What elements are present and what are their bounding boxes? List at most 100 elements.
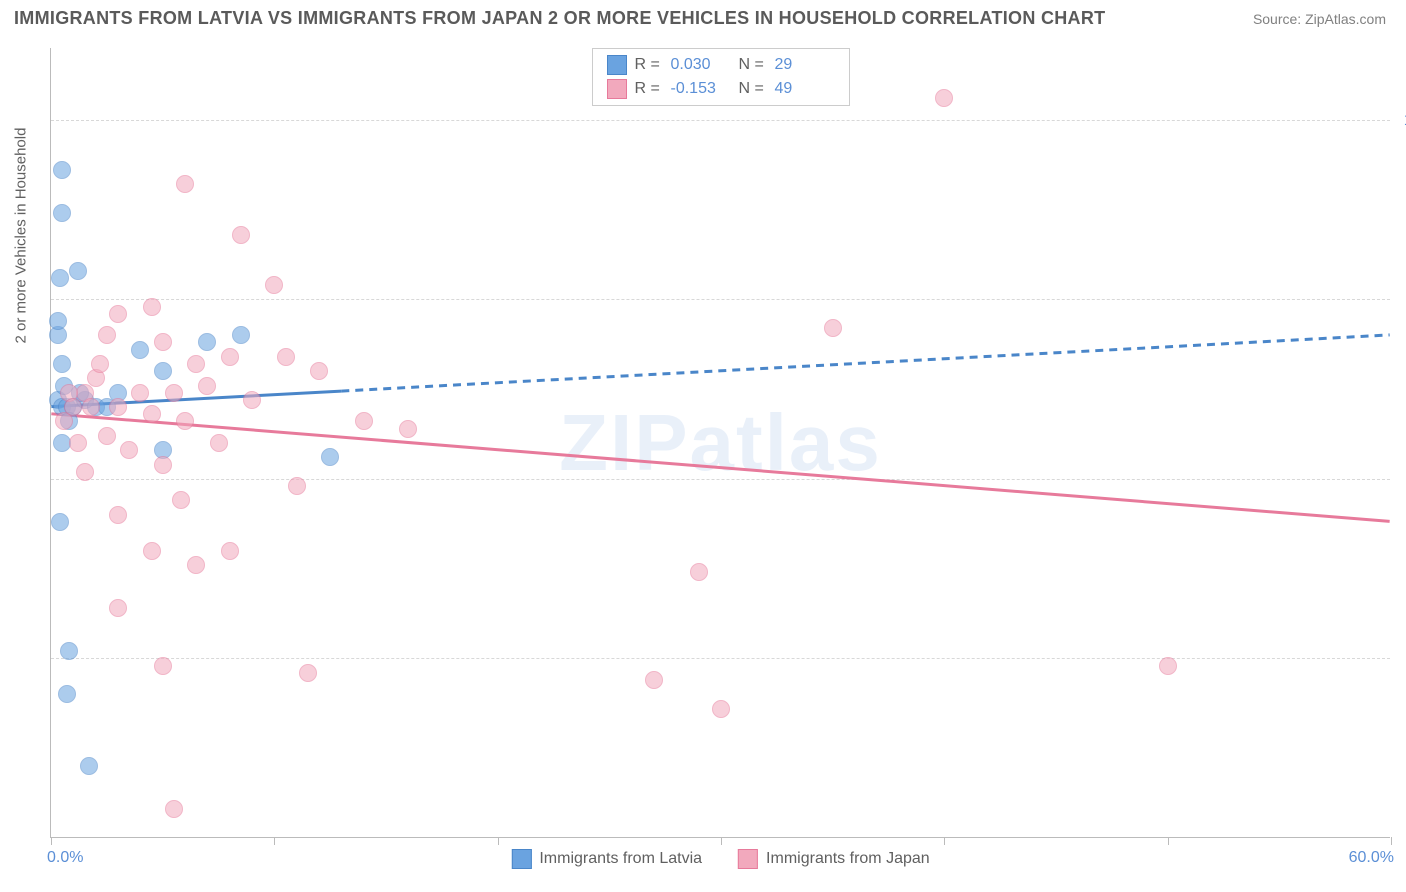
- gridline-h: 75.0%: [51, 299, 1390, 300]
- scatter-point: [321, 448, 339, 466]
- scatter-point: [187, 556, 205, 574]
- legend-series: Immigrants from Latvia Immigrants from J…: [511, 849, 929, 869]
- legend-label-japan: Immigrants from Japan: [766, 850, 930, 868]
- chart-title: IMMIGRANTS FROM LATVIA VS IMMIGRANTS FRO…: [14, 8, 1105, 29]
- legend-stats-row-latvia: R = 0.030 N = 29: [607, 53, 835, 77]
- scatter-point: [198, 333, 216, 351]
- n-value-japan: 49: [775, 80, 835, 98]
- scatter-point: [98, 326, 116, 344]
- x-tick: [944, 837, 945, 845]
- y-tick-label: 50.0%: [1398, 471, 1406, 489]
- source-attribution: Source: ZipAtlas.com: [1253, 11, 1386, 27]
- legend-label-latvia: Immigrants from Latvia: [539, 850, 702, 868]
- x-tick: [51, 837, 52, 845]
- gridline-h: 100.0%: [51, 120, 1390, 121]
- n-value-latvia: 29: [775, 56, 835, 74]
- scatter-point: [232, 226, 250, 244]
- y-tick-label: 25.0%: [1398, 650, 1406, 668]
- scatter-point: [277, 348, 295, 366]
- scatter-point: [143, 298, 161, 316]
- scatter-point: [165, 800, 183, 818]
- scatter-point: [690, 563, 708, 581]
- x-axis-min-label: 0.0%: [47, 849, 83, 867]
- x-tick: [1168, 837, 1169, 845]
- x-tick: [274, 837, 275, 845]
- r-label: R =: [635, 56, 663, 74]
- scatter-point: [1159, 657, 1177, 675]
- scatter-point: [109, 398, 127, 416]
- scatter-point: [55, 412, 73, 430]
- x-tick: [498, 837, 499, 845]
- legend-stats: R = 0.030 N = 29 R = -0.153 N = 49: [592, 48, 850, 106]
- scatter-point: [299, 664, 317, 682]
- scatter-point: [51, 513, 69, 531]
- scatter-point: [143, 405, 161, 423]
- scatter-point: [165, 384, 183, 402]
- scatter-point: [824, 319, 842, 337]
- scatter-point: [76, 463, 94, 481]
- swatch-latvia: [511, 849, 531, 869]
- x-axis-max-label: 60.0%: [1349, 849, 1394, 867]
- swatch-japan: [607, 79, 627, 99]
- gridline-h: 50.0%: [51, 479, 1390, 480]
- scatter-point: [154, 456, 172, 474]
- x-tick: [1391, 837, 1392, 845]
- scatter-point: [82, 398, 100, 416]
- y-tick-label: 75.0%: [1398, 291, 1406, 309]
- scatter-point: [935, 89, 953, 107]
- scatter-point: [131, 384, 149, 402]
- scatter-point: [49, 312, 67, 330]
- watermark-text: ZIPatlas: [559, 397, 882, 489]
- x-tick: [721, 837, 722, 845]
- scatter-point: [154, 362, 172, 380]
- scatter-point: [120, 441, 138, 459]
- scatter-point: [51, 269, 69, 287]
- chart-plot-area: 2 or more Vehicles in Household ZIPatlas…: [50, 48, 1390, 838]
- legend-item-japan: Immigrants from Japan: [738, 849, 930, 869]
- legend-stats-row-japan: R = -0.153 N = 49: [607, 77, 835, 101]
- scatter-point: [310, 362, 328, 380]
- r-label: R =: [635, 80, 663, 98]
- scatter-point: [712, 700, 730, 718]
- swatch-japan: [738, 849, 758, 869]
- scatter-point: [53, 355, 71, 373]
- scatter-point: [109, 506, 127, 524]
- y-tick-label: 100.0%: [1398, 112, 1406, 130]
- gridline-h: 25.0%: [51, 658, 1390, 659]
- scatter-point: [176, 412, 194, 430]
- scatter-point: [69, 434, 87, 452]
- chart-header: IMMIGRANTS FROM LATVIA VS IMMIGRANTS FRO…: [0, 0, 1406, 33]
- trend-line: [51, 414, 1389, 522]
- scatter-point: [176, 175, 194, 193]
- scatter-point: [109, 305, 127, 323]
- scatter-point: [60, 642, 78, 660]
- legend-item-latvia: Immigrants from Latvia: [511, 849, 702, 869]
- scatter-point: [221, 542, 239, 560]
- scatter-point: [80, 757, 98, 775]
- trend-lines: [51, 48, 1390, 837]
- y-axis-title: 2 or more Vehicles in Household: [13, 127, 30, 343]
- scatter-point: [53, 161, 71, 179]
- scatter-point: [172, 491, 190, 509]
- scatter-point: [154, 657, 172, 675]
- scatter-point: [58, 685, 76, 703]
- scatter-point: [198, 377, 216, 395]
- scatter-point: [154, 333, 172, 351]
- scatter-point: [98, 427, 116, 445]
- scatter-point: [53, 204, 71, 222]
- scatter-point: [210, 434, 228, 452]
- scatter-point: [109, 599, 127, 617]
- scatter-point: [221, 348, 239, 366]
- scatter-point: [399, 420, 417, 438]
- scatter-point: [288, 477, 306, 495]
- n-label: N =: [739, 80, 767, 98]
- trend-line: [341, 335, 1389, 391]
- scatter-point: [645, 671, 663, 689]
- scatter-point: [91, 355, 109, 373]
- scatter-point: [355, 412, 373, 430]
- scatter-point: [265, 276, 283, 294]
- n-label: N =: [739, 56, 767, 74]
- scatter-point: [187, 355, 205, 373]
- r-value-japan: -0.153: [671, 80, 731, 98]
- scatter-point: [143, 542, 161, 560]
